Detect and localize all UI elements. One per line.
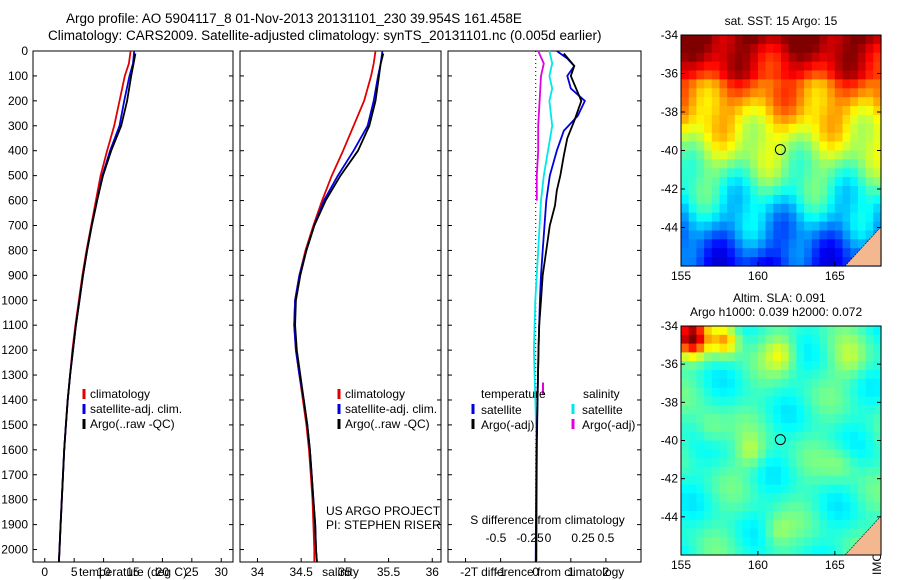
sst-lat-tick-label: -34 bbox=[661, 28, 679, 42]
depth-tick-label: 300 bbox=[8, 119, 28, 133]
salinity-difference-tick-label: 0 bbox=[545, 531, 552, 545]
depth-tick-label: 1400 bbox=[1, 393, 28, 407]
sla-map-field bbox=[681, 326, 882, 556]
sst-lat-tick-label: -36 bbox=[661, 67, 679, 81]
sla-lon-tick-label: 155 bbox=[671, 558, 691, 572]
depth-tick-label: 900 bbox=[8, 268, 28, 282]
sla-lat-tick-label: -38 bbox=[661, 395, 679, 409]
legend-temperature-satellite: satellite bbox=[481, 403, 522, 417]
depth-tick-label: 1200 bbox=[1, 343, 28, 357]
sst-argo-location-marker bbox=[774, 144, 786, 156]
depth-tick-label: 1800 bbox=[1, 493, 28, 507]
temperature-tick-label: 0 bbox=[41, 565, 48, 579]
sla-lat-tick-label: -44 bbox=[661, 510, 679, 524]
sla-lon-tick-label: 160 bbox=[748, 558, 768, 572]
pi-label: PI: STEPHEN RISER bbox=[326, 518, 441, 532]
sla-lat-tick-label: -40 bbox=[661, 434, 679, 448]
sst-lat-tick-label: -44 bbox=[661, 221, 679, 235]
sst-map-title: sat. SST: 15 Argo: 15 bbox=[725, 14, 838, 28]
temperature-tick-label: 20 bbox=[156, 565, 170, 579]
temperature-tick-label: 15 bbox=[126, 565, 140, 579]
legend-temperature-argo: Argo(-adj) bbox=[481, 418, 534, 432]
series-line-salinity-2 bbox=[294, 53, 385, 563]
sla-lat-tick-label: -42 bbox=[661, 472, 679, 486]
salinity-difference-axis-label: S difference from climatology bbox=[470, 513, 625, 527]
temperature-axis-label: temperature (deg C) bbox=[79, 565, 187, 579]
depth-tick-label: 200 bbox=[8, 94, 28, 108]
depth-tick-label: 1000 bbox=[1, 293, 28, 307]
depth-tick-label: 0 bbox=[21, 44, 28, 58]
depth-tick-label: 1900 bbox=[1, 518, 28, 532]
legend-salinity-satellite: satellite bbox=[582, 403, 623, 417]
depth-tick-label: 1700 bbox=[1, 468, 28, 482]
series-line-temperature-2 bbox=[58, 53, 137, 563]
panel-frame-2 bbox=[447, 50, 642, 563]
depth-tick-label: 2000 bbox=[1, 543, 28, 557]
series-line-temperature-1 bbox=[58, 50, 136, 563]
temperature-tick-label: 25 bbox=[185, 565, 199, 579]
sla-lat-tick-label: -36 bbox=[661, 357, 679, 371]
project-label: US ARGO PROJECT bbox=[326, 504, 441, 518]
temperature-difference-tick-label: -2 bbox=[460, 565, 471, 579]
depth-tick-label: 600 bbox=[8, 194, 28, 208]
depth-tick-label: 1300 bbox=[1, 368, 28, 382]
salinity-legend-label: satellite-adj. clim. bbox=[345, 402, 437, 416]
series-line-temperature-diff-1 bbox=[535, 52, 583, 563]
temperature-legend-label: satellite-adj. clim. bbox=[90, 402, 182, 416]
temperature-difference-tick-label: 0 bbox=[532, 565, 539, 579]
depth-tick-label: 500 bbox=[8, 169, 28, 183]
temperature-difference-axis-label: T difference from climatology bbox=[471, 565, 625, 579]
salinity-tick-label: 35.5 bbox=[377, 565, 401, 579]
temperature-legend-label: Argo(..raw -QC) bbox=[90, 417, 175, 431]
panel-frame-1 bbox=[239, 50, 442, 563]
depth-tick-label: 100 bbox=[8, 69, 28, 83]
temperature-difference-tick-label: 2 bbox=[603, 565, 610, 579]
salinity-tick-label: 34.5 bbox=[289, 565, 313, 579]
sla-map-title-line1: Altim. SLA: 0.091 bbox=[733, 291, 826, 305]
sst-lon-tick-label: 160 bbox=[748, 269, 768, 283]
depth-tick-label: 400 bbox=[8, 144, 28, 158]
temperature-tick-label: 10 bbox=[97, 565, 111, 579]
salinity-axis-label: salinity bbox=[322, 565, 359, 579]
salinity-tick-label: 36 bbox=[426, 565, 440, 579]
legend-salinity-argo: Argo(-adj) bbox=[582, 418, 635, 432]
salinity-difference-tick-label: 0.5 bbox=[598, 531, 615, 545]
depth-tick-label: 1500 bbox=[1, 418, 28, 432]
legend-title-salinity: salinity bbox=[583, 387, 620, 401]
sst-lat-tick-label: -42 bbox=[661, 182, 679, 196]
depth-tick-label: 1100 bbox=[2, 318, 28, 332]
header-line-2: Climatology: CARS2009. Satellite-adjuste… bbox=[48, 28, 602, 43]
sst-lat-tick-label: -38 bbox=[661, 105, 679, 119]
temperature-tick-label: 5 bbox=[71, 565, 78, 579]
salinity-tick-label: 35 bbox=[338, 565, 352, 579]
series-line-temperature-diff-0 bbox=[534, 50, 586, 563]
depth-tick-label: 700 bbox=[8, 218, 28, 232]
temperature-difference-tick-label: 1 bbox=[567, 565, 574, 579]
salinity-legend-label: climatology bbox=[345, 387, 405, 401]
sla-lat-tick-label: -34 bbox=[661, 319, 679, 333]
legend-title-temperature: temperature bbox=[481, 387, 546, 401]
sst-map-field bbox=[681, 35, 882, 267]
sst-lon-tick-label: 165 bbox=[825, 269, 845, 283]
series-line-salinity-diff-1 bbox=[535, 50, 545, 201]
temperature-tick-label: 30 bbox=[215, 565, 229, 579]
salinity-tick-label: 34 bbox=[251, 565, 265, 579]
depth-tick-label: 1600 bbox=[1, 443, 28, 457]
depth-tick-label: 800 bbox=[8, 243, 28, 257]
salinity-difference-tick-label: 0.25 bbox=[571, 531, 595, 545]
salinity-difference-tick-label: -0.25 bbox=[516, 531, 544, 545]
sst-lat-tick-label: -40 bbox=[661, 144, 679, 158]
salinity-difference-tick-label: -0.5 bbox=[486, 531, 507, 545]
sla-map-title-line2: Argo h1000: 0.039 h2000: 0.072 bbox=[690, 305, 862, 319]
sst-lon-tick-label: 155 bbox=[671, 269, 691, 283]
salinity-legend-label: Argo(..raw -QC) bbox=[345, 417, 430, 431]
series-line-salinity-0 bbox=[293, 50, 377, 562]
header-line-1: Argo profile: AO 5904117_8 01-Nov-2013 2… bbox=[66, 11, 522, 26]
sla-lon-tick-label: 165 bbox=[825, 558, 845, 572]
temperature-difference-tick-label: -1 bbox=[495, 565, 506, 579]
sla-argo-location-marker bbox=[774, 434, 786, 446]
temperature-legend-label: climatology bbox=[90, 387, 150, 401]
